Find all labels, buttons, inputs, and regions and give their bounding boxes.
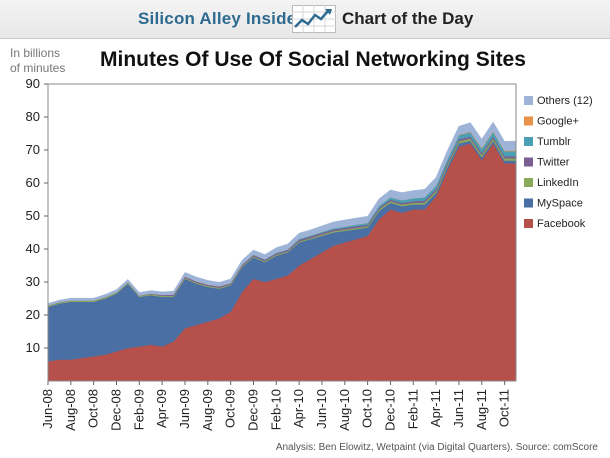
header-bar: Silicon Alley Insider Chart of the Day (0, 0, 610, 39)
y-tick-label: 10 (26, 340, 40, 355)
x-tick-label: Aug-10 (337, 389, 352, 431)
x-tick-label: Dec-08 (108, 389, 123, 431)
legend-swatch (524, 198, 533, 208)
y-tick-label: 20 (26, 307, 40, 322)
legend-label: LinkedIn (537, 177, 579, 189)
legend-label: Google+ (537, 116, 579, 128)
legend-label: Facebook (537, 218, 586, 230)
y-tick-label: 50 (26, 208, 40, 223)
x-tick-label: Feb-10 (268, 389, 283, 430)
legend-label: Twitter (537, 157, 570, 169)
legend-swatch (524, 96, 533, 105)
x-tick-label: Oct-09 (223, 389, 238, 428)
y-tick-label: 90 (26, 76, 40, 91)
plot-frame (47, 83, 517, 382)
x-tick-label: Jun-11 (451, 389, 466, 428)
y-tick-label: 80 (26, 109, 40, 124)
x-tick-label: Aug-11 (474, 389, 489, 430)
series-areas (47, 121, 517, 382)
x-tick-label: Feb-09 (131, 389, 146, 430)
x-tick-label: Apr-11 (428, 389, 443, 427)
x-tick-label: Apr-09 (154, 389, 169, 428)
x-tick-label: Oct-10 (360, 389, 375, 428)
x-tick-label: Jun-09 (177, 389, 192, 429)
chart-title: Minutes Of Use Of Social Networking Site… (100, 48, 526, 71)
y-axis-label: In billions of minutes (10, 46, 66, 75)
legend-swatch (524, 157, 533, 167)
x-tick-label: Apr-10 (291, 389, 306, 428)
legend-swatch (524, 178, 533, 187)
y-tick-label: 60 (26, 175, 40, 190)
legend-label: Others (12) (537, 95, 593, 107)
x-tick-label: Jun-08 (40, 389, 55, 429)
brand-name: Silicon Alley Insider (138, 9, 304, 28)
x-tick-label: Aug-09 (200, 389, 215, 431)
y-tick-label: 70 (26, 142, 40, 157)
x-tick-label: Oct-08 (86, 389, 101, 428)
section-title: Chart of the Day (342, 9, 474, 28)
x-tick-label: Oct-11 (497, 389, 512, 427)
x-tick-label: Dec-10 (382, 389, 397, 431)
legend-swatch (524, 219, 533, 228)
chart-logo-icon (292, 5, 336, 33)
axes: 10 20 30 40 50 60 70 80 90 Jun-08 Aug-08 Oct-08 Dec-… (26, 76, 517, 431)
y-tick-label: 40 (26, 241, 40, 256)
legend-swatch (524, 116, 533, 126)
y-tick-label: 30 (26, 274, 40, 289)
x-tick-label: Dec-09 (245, 389, 260, 431)
source-note: Analysis: Ben Elowitz, Wetpaint (via Dig… (275, 442, 598, 453)
x-tick-label: Feb-11 (405, 389, 420, 429)
x-tick-label: Jun-10 (314, 389, 329, 429)
legend-label: Tumblr (537, 136, 571, 148)
legend: Others (12) Google+ Tumblr Twitter LinkedIn M… (524, 95, 593, 230)
x-tick-label: Aug-08 (63, 389, 78, 431)
legend-swatch (524, 137, 533, 146)
legend-label: MySpace (537, 198, 583, 210)
